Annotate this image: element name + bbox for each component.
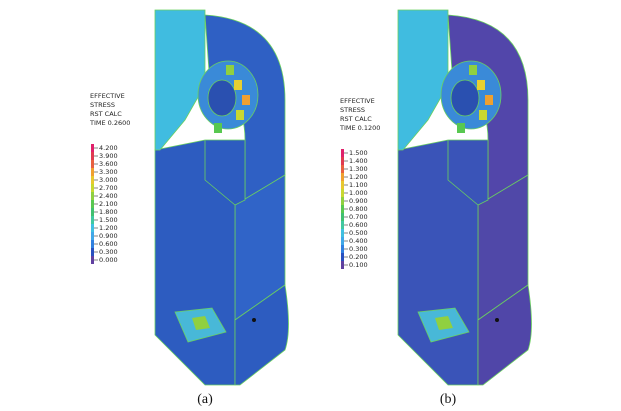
hotspot: [477, 80, 485, 90]
fem-model: [398, 10, 532, 385]
legend-swatch: [341, 229, 344, 237]
legend-header: STRESS: [90, 101, 115, 109]
legend-label: 1.800: [99, 208, 118, 216]
legend-label: 0.300: [99, 248, 118, 256]
legend-swatch: [341, 189, 344, 197]
legend-label: 1.100: [349, 181, 368, 189]
marker: [495, 318, 499, 322]
legend-swatch: [341, 253, 344, 261]
legend-swatch: [341, 173, 344, 181]
legend-label: 3.600: [99, 160, 118, 168]
legend-label: 0.600: [99, 240, 118, 248]
hole: [451, 80, 479, 116]
legend-label: 4.200: [99, 144, 118, 152]
legend-swatch: [341, 261, 344, 269]
legend-swatch: [91, 248, 94, 256]
legend-swatch: [91, 152, 94, 160]
fem-model: [155, 10, 289, 385]
legend-swatch: [91, 216, 94, 224]
legend-label: 1.200: [99, 224, 118, 232]
legend-label: 3.900: [99, 152, 118, 160]
legend-swatch: [341, 221, 344, 229]
legend-swatch: [91, 256, 94, 264]
legend-swatch: [91, 200, 94, 208]
legend-label: 0.400: [349, 237, 368, 245]
legend-header: EFFECTIVE: [90, 92, 125, 100]
hotspot: [469, 65, 477, 75]
legend-label: 1.500: [349, 149, 368, 157]
legend-swatch: [341, 197, 344, 205]
marker: [252, 318, 256, 322]
legend-label: 0.200: [349, 253, 368, 261]
legend-label: 1.300: [349, 165, 368, 173]
legend-header: RST CALC: [340, 115, 372, 123]
hotspot: [234, 80, 242, 90]
legend-swatch: [91, 168, 94, 176]
legend-swatch: [341, 213, 344, 221]
body-front: [398, 140, 488, 385]
legend-label: 1.000: [349, 189, 368, 197]
legend-label: 2.700: [99, 184, 118, 192]
legend-swatch: [91, 176, 94, 184]
hotspot: [236, 110, 244, 120]
legend-swatch: [341, 237, 344, 245]
legend-swatch: [341, 165, 344, 173]
panel-caption: (b): [440, 392, 457, 407]
legend-label: 0.300: [349, 245, 368, 253]
hotspot: [242, 95, 250, 105]
legend-label: 0.900: [349, 197, 368, 205]
legend-label: 2.400: [99, 192, 118, 200]
column: [398, 10, 448, 150]
legend-swatch: [341, 149, 344, 157]
hotspot: [214, 123, 222, 133]
legend-swatch: [341, 205, 344, 213]
legend-swatch: [91, 144, 94, 152]
column: [155, 10, 205, 150]
legend-swatch: [91, 232, 94, 240]
hotspot: [479, 110, 487, 120]
legend-swatch: [91, 192, 94, 200]
panel-caption: (a): [197, 392, 213, 407]
legend-label: 1.500: [99, 216, 118, 224]
legend-swatch: [91, 240, 94, 248]
legend-label: 0.500: [349, 229, 368, 237]
legend-label: 3.300: [99, 168, 118, 176]
legend-label: 0.700: [349, 213, 368, 221]
legend-label: 0.000: [99, 256, 118, 264]
legend-label: 2.100: [99, 200, 118, 208]
legend-swatch: [91, 184, 94, 192]
legend-header: STRESS: [340, 106, 365, 114]
legend-label: 3.000: [99, 176, 118, 184]
legend-label: 1.400: [349, 157, 368, 165]
legend-swatch: [91, 208, 94, 216]
legend-swatch: [91, 224, 94, 232]
hotspot: [226, 65, 234, 75]
hotspot: [485, 95, 493, 105]
figure: EFFECTIVESTRESSRST CALCTIME 0.26004.2003…: [0, 0, 621, 411]
legend-label: 0.600: [349, 221, 368, 229]
legend-header: TIME 0.1200: [339, 124, 380, 132]
legend-header: TIME 0.2600: [89, 119, 130, 127]
legend-swatch: [341, 181, 344, 189]
body-front: [155, 140, 245, 385]
legend-header: RST CALC: [90, 110, 122, 118]
legend-label: 0.800: [349, 205, 368, 213]
legend-header: EFFECTIVE: [340, 97, 375, 105]
legend-label: 0.900: [99, 232, 118, 240]
legend-swatch: [341, 157, 344, 165]
legend-label: 0.100: [349, 261, 368, 269]
legend-label: 1.200: [349, 173, 368, 181]
legend-swatch: [341, 245, 344, 253]
hole: [208, 80, 236, 116]
hotspot: [457, 123, 465, 133]
legend-swatch: [91, 160, 94, 168]
